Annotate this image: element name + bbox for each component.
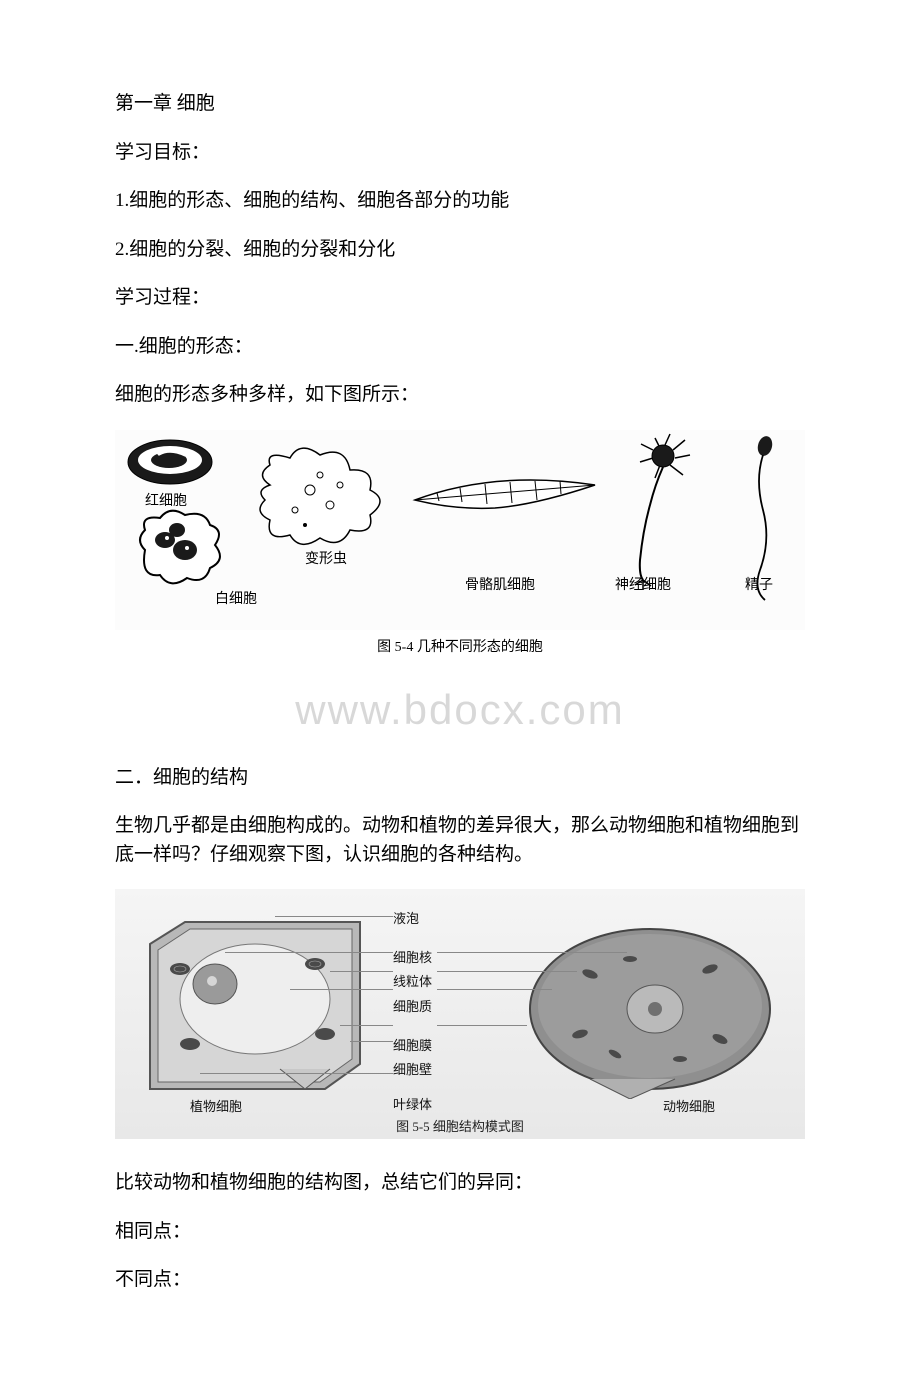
- leader-line: [275, 916, 393, 917]
- animal-cell-icon: [520, 914, 780, 1099]
- leader-line: [350, 1041, 393, 1042]
- neuron-icon: [635, 434, 690, 590]
- mitochondrion-label: 线粒体: [393, 970, 432, 995]
- cytoplasm-label: 细胞质: [393, 995, 432, 1020]
- objective-1: 1.细胞的形态、细胞的结构、细胞各部分的功能: [115, 187, 805, 216]
- figure-1-caption: 图 5-4 几种不同形态的细胞: [115, 636, 805, 656]
- wbc-icon: [140, 510, 220, 583]
- muscle-cell-icon: [415, 480, 595, 508]
- wall-label: 细胞壁: [393, 1058, 432, 1083]
- diff-points-label: 不同点：: [115, 1266, 805, 1295]
- section-1-text: 细胞的形态多种多样，如下图所示：: [115, 381, 805, 410]
- sperm-label: 精子: [745, 570, 773, 594]
- membrane-label: 细胞膜: [393, 1034, 432, 1059]
- wbc-label: 白细胞: [215, 584, 257, 608]
- neuron-label-text: 神经细胞: [615, 574, 671, 594]
- rbc-label-text: 红细胞: [145, 490, 187, 510]
- document-page: 第一章 细胞 学习目标： 1.细胞的形态、细胞的结构、细胞各部分的功能 2.细胞…: [0, 0, 920, 1375]
- muscle-label-text: 骨骼肌细胞: [465, 574, 535, 594]
- section-1-heading: 一.细胞的形态：: [115, 333, 805, 362]
- section-2-heading: 二．细胞的结构: [115, 764, 805, 793]
- leader-line: [437, 1025, 527, 1026]
- leader-line: [330, 971, 393, 972]
- chloroplast-label: 叶绿体: [393, 1093, 432, 1118]
- rbc-icon: [128, 440, 212, 484]
- section-2-text: 生物几乎都是由细胞构成的。动物和植物的差异很大，那么动物细胞和植物细胞到底一样吗…: [115, 812, 805, 869]
- objective-2: 2.细胞的分裂、细胞的分裂和分化: [115, 236, 805, 265]
- organelle-labels: 液泡 细胞核 线粒体 细胞质 细胞膜 细胞壁 叶绿体: [393, 907, 432, 1118]
- compare-text: 比较动物和植物细胞的结构图，总结它们的异同：: [115, 1169, 805, 1198]
- figure-cell-shapes: 红细胞 白细胞 变形虫 骨骼肌细胞 神经细胞 精子 图 5-4 几种不同形态的细…: [115, 430, 805, 656]
- figure-2-canvas: 液泡 细胞核 线粒体 细胞质 细胞膜 细胞壁 叶绿体: [115, 889, 805, 1139]
- leader-line: [200, 1073, 393, 1074]
- nucleus-label: 细胞核: [393, 946, 432, 971]
- figure-1-canvas: 红细胞 白细胞 变形虫 骨骼肌细胞 神经细胞 精子: [115, 430, 805, 630]
- plant-cell-label: 植物细胞: [190, 1096, 242, 1115]
- amoeba-label: 变形虫: [305, 544, 347, 568]
- process-heading: 学习过程：: [115, 284, 805, 313]
- leader-line: [290, 989, 393, 990]
- chapter-title: 第一章 细胞: [115, 90, 805, 119]
- leader-line: [437, 971, 577, 972]
- wbc-label-text: 白细胞: [215, 588, 257, 608]
- amoeba-icon: [260, 448, 380, 544]
- leader-line: [340, 1025, 393, 1026]
- amoeba-label-text: 变形虫: [305, 548, 347, 568]
- muscle-label: 骨骼肌细胞: [465, 570, 535, 594]
- leader-line: [225, 952, 393, 953]
- figure-cell-structure: 液泡 细胞核 线粒体 细胞质 细胞膜 细胞壁 叶绿体: [115, 889, 805, 1139]
- vacuole-label: 液泡: [393, 907, 432, 932]
- animal-cell-label: 动物细胞: [663, 1096, 715, 1115]
- leader-line: [437, 952, 627, 953]
- neuron-label: 神经细胞: [615, 570, 671, 594]
- plant-cell-icon: [140, 914, 370, 1099]
- same-points-label: 相同点：: [115, 1218, 805, 1247]
- watermark-text: www.bdocx.com: [115, 686, 805, 734]
- objectives-heading: 学习目标：: [115, 139, 805, 168]
- sperm-label-text: 精子: [745, 574, 773, 594]
- figure-2-caption: 图 5-5 细胞结构模式图: [115, 1116, 805, 1135]
- rbc-label: 红细胞: [145, 486, 187, 510]
- leader-line: [437, 989, 552, 990]
